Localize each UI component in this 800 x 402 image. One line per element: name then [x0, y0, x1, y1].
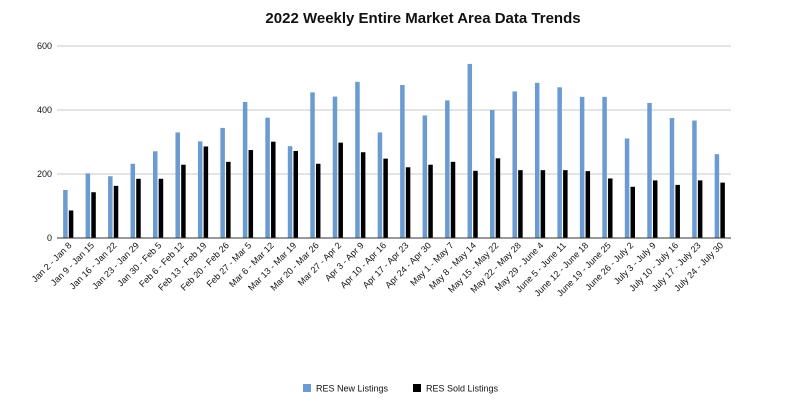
bar-new-listings	[445, 100, 450, 239]
bar-sold-listings	[720, 182, 725, 238]
bar-new-listings	[108, 176, 113, 238]
bar-sold-listings	[136, 178, 141, 238]
bar-sold-listings	[518, 170, 523, 238]
bar-new-listings	[422, 115, 428, 238]
bar-sold-listings	[563, 170, 568, 238]
bar-new-listings	[669, 118, 675, 238]
chart-title: 2022 Weekly Entire Market Area Data Tren…	[265, 10, 580, 27]
bar-sold-listings	[113, 185, 119, 238]
bar-sold-listings	[68, 210, 74, 238]
y-tick-label: 200	[37, 169, 52, 179]
bar-sold-listings	[630, 186, 635, 238]
bar-sold-listings	[271, 141, 276, 238]
bar-sold-listings	[450, 161, 456, 238]
bar-new-listings	[400, 85, 405, 238]
bar-new-listings	[332, 96, 338, 238]
bar-sold-listings	[338, 142, 343, 238]
legend: RES New Listings RES Sold Listings	[303, 384, 499, 394]
bar-new-listings	[377, 132, 383, 238]
legend-swatch	[303, 384, 311, 392]
bar-sold-listings	[675, 184, 680, 238]
bar-sold-listings	[203, 146, 209, 238]
bar-sold-listings	[248, 150, 254, 238]
bar-sold-listings	[652, 180, 658, 238]
bar-new-listings	[624, 138, 630, 238]
y-tick-label: 600	[37, 41, 52, 51]
bar-new-listings	[490, 110, 495, 238]
y-tick-label: 400	[37, 105, 52, 115]
gridlines	[57, 45, 731, 175]
bar-new-listings	[242, 102, 248, 238]
y-tick-label: 0	[47, 233, 52, 243]
legend-swatch	[413, 384, 421, 392]
bar-sold-listings	[540, 170, 546, 238]
bar-sold-listings	[585, 171, 591, 238]
bar-sold-listings	[495, 158, 501, 238]
bar-new-listings	[153, 151, 158, 238]
y-axis-ticks: 0 200 400 600	[37, 41, 52, 243]
bar-new-listings	[534, 82, 540, 238]
bar-sold-listings	[91, 192, 96, 238]
bar-sold-listings	[405, 167, 411, 238]
bar-sold-listings	[226, 161, 231, 238]
bar-new-listings	[85, 173, 91, 238]
bar-sold-listings	[428, 164, 433, 238]
bar-new-listings	[175, 132, 180, 238]
bar-sold-listings	[473, 170, 478, 238]
bar-new-listings	[714, 154, 720, 238]
bar-sold-listings	[181, 164, 186, 238]
bar-new-listings	[355, 81, 360, 238]
bar-sold-listings	[158, 178, 164, 238]
bar-new-listings	[602, 96, 607, 238]
bar-sold-listings	[383, 158, 388, 238]
bar-sold-listings	[293, 150, 298, 238]
bar-new-listings	[647, 102, 652, 239]
legend-label: RES New Listings	[316, 384, 389, 394]
legend-label: RES Sold Listings	[426, 384, 499, 394]
bar-new-listings	[467, 63, 473, 238]
bar-new-listings	[579, 96, 585, 238]
bar-new-listings	[197, 141, 203, 238]
bar-new-listings	[63, 190, 68, 238]
bars	[63, 63, 725, 239]
bar-sold-listings	[608, 178, 613, 238]
bar-new-listings	[265, 117, 270, 238]
bar-new-listings	[287, 146, 293, 238]
bar-sold-listings	[360, 152, 366, 238]
bar-new-listings	[130, 163, 136, 238]
bar-sold-listings	[315, 163, 321, 238]
bar-new-listings	[557, 87, 562, 238]
bar-new-listings	[220, 127, 225, 238]
bar-new-listings	[692, 120, 697, 238]
bar-sold-listings	[697, 180, 703, 238]
bar-new-listings	[310, 92, 315, 239]
bar-new-listings	[512, 91, 517, 238]
